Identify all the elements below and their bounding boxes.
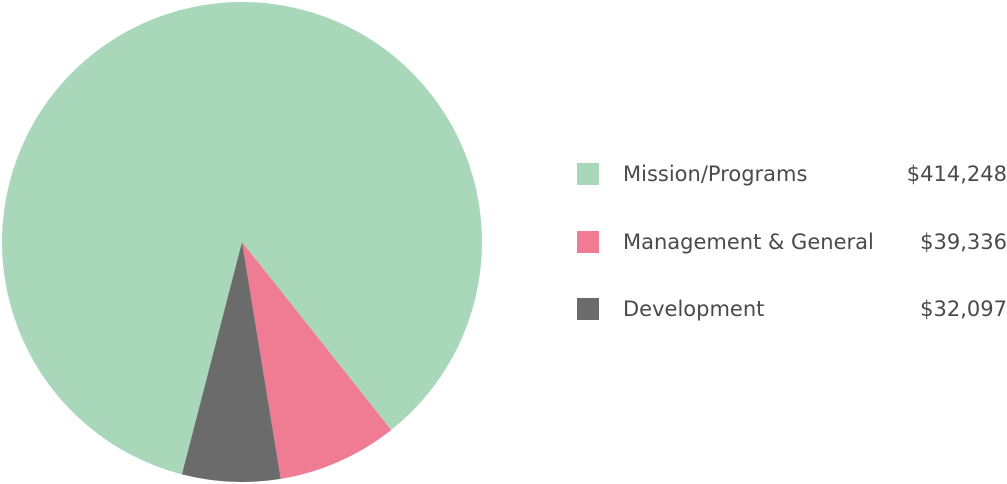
pie-slice-mission-programs — [2, 2, 483, 475]
legend-item-mission-programs: Mission/Programs $414,248 — [577, 160, 1007, 188]
legend-swatch-management-general — [577, 231, 599, 253]
legend-value-development: $32,097 — [920, 297, 1007, 321]
legend-label-management-general: Management & General — [623, 230, 874, 254]
legend-value-mission-programs: $414,248 — [906, 162, 1007, 186]
legend-label-development: Development — [623, 297, 765, 321]
legend-swatch-mission-programs — [577, 163, 599, 185]
legend-item-management-general: Management & General $39,336 — [577, 228, 1007, 256]
pie-slice-management-general — [242, 242, 392, 479]
legend-label-mission-programs: Mission/Programs — [623, 162, 808, 186]
legend-value-management-general: $39,336 — [920, 230, 1007, 254]
legend-item-development: Development $32,097 — [577, 295, 1007, 323]
legend-swatch-development — [577, 298, 599, 320]
pie-chart — [2, 2, 483, 483]
pie-slice-development — [181, 242, 281, 483]
